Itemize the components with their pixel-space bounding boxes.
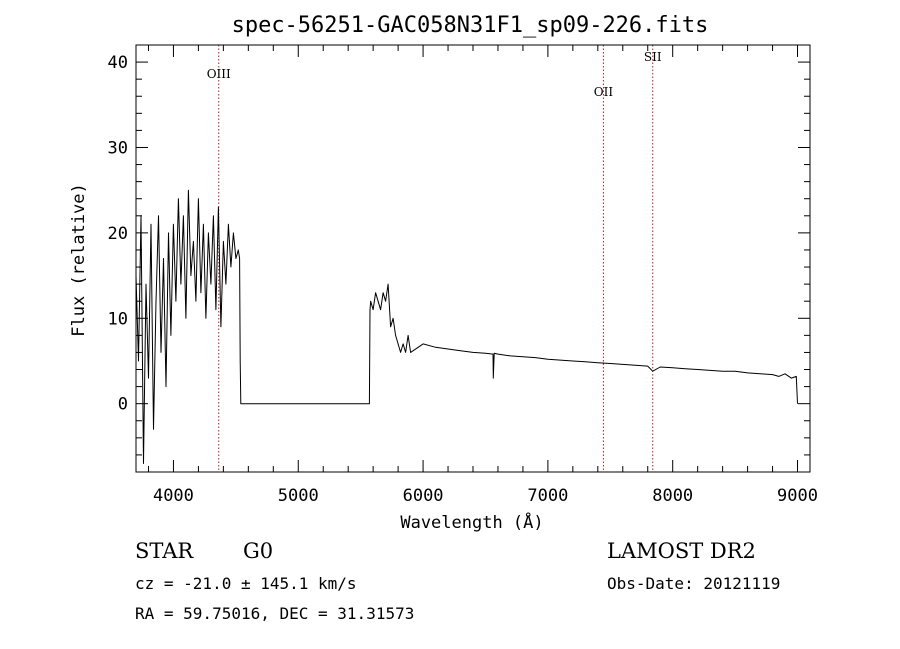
chart-title: spec-56251-GAC058N31F1_sp09-226.fits: [232, 13, 709, 38]
redshift-text: cz = -21.0 ± 145.1 km/s: [135, 574, 357, 593]
object-subclass: G0: [243, 539, 273, 563]
y-tick-label: 10: [108, 309, 128, 329]
y-axis-label: Flux (relative): [69, 183, 89, 337]
series-layer: [135, 189, 798, 464]
spectrum-series-line: [135, 189, 798, 464]
y-tick-label: 0: [118, 395, 128, 415]
y-tick-label: 40: [108, 53, 128, 73]
emission-line-label: SII: [644, 50, 662, 64]
plot-frame: [135, 44, 811, 473]
x-tick-label: 9000: [777, 486, 818, 506]
survey-label: LAMOST DR2: [607, 539, 756, 563]
y-tick-label: 20: [108, 224, 128, 244]
obs-date-text: Obs-Date: 20121119: [607, 574, 780, 593]
object-class: STAR: [135, 539, 194, 563]
y-tick-label: 30: [108, 138, 128, 158]
emission-line-label: OIII: [207, 67, 231, 81]
axes-layer: 4000 5000 6000 7000 8000 9000 0 10 20 30 40: [108, 44, 818, 506]
x-tick-label: 7000: [527, 486, 568, 506]
emission-lines-layer: OIII OII SII: [207, 45, 662, 472]
x-axis-label: Wavelength (Å): [400, 511, 543, 533]
x-tick-label: 5000: [278, 486, 319, 506]
x-tick-label: 8000: [652, 486, 693, 506]
emission-line-label: OII: [594, 85, 614, 99]
x-tick-label: 6000: [403, 486, 444, 506]
x-tick-label: 4000: [153, 486, 194, 506]
coordinates-text: RA = 59.75016, DEC = 31.31573: [135, 604, 414, 623]
